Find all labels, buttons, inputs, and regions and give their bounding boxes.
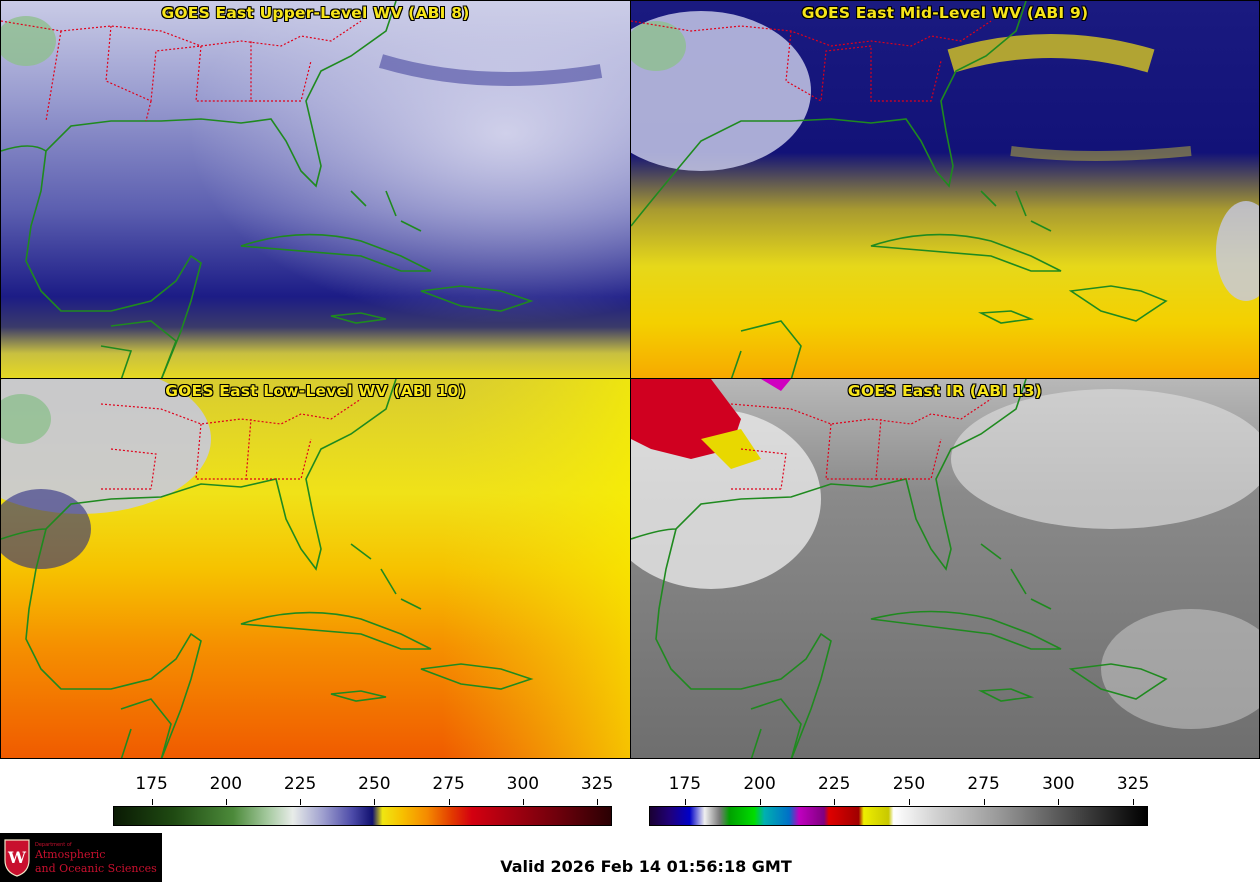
logo-department: Department of xyxy=(35,842,72,848)
ir-colorbar xyxy=(649,806,1148,826)
logo-line-1: Atmospheric xyxy=(35,848,106,861)
panel-ir: GOES East IR (ABI 13) xyxy=(630,378,1260,759)
colorbar-tick-label: 325 xyxy=(580,774,614,794)
wv-colorbar-ticks: 175 200 225 250 275 300 325 xyxy=(113,774,614,805)
panel-mid-level-wv: GOES East Mid-Level WV (ABI 9) xyxy=(630,0,1260,379)
colorbar-tick-mark xyxy=(300,799,302,805)
aos-logo: W Department of Atmospheric and Oceanic … xyxy=(0,833,162,882)
colorbar-tick-label: 200 xyxy=(209,774,243,794)
colorbar-tick-label: 275 xyxy=(967,774,1000,794)
colorbar-tick-label: 300 xyxy=(1042,774,1075,794)
coastline xyxy=(1,1,534,378)
coastline xyxy=(1,379,534,758)
colorbar-tick-mark xyxy=(374,799,376,805)
mid-level-wv-image xyxy=(631,1,1259,378)
state-borders xyxy=(100,398,362,490)
colorbar-tick-label: 175 xyxy=(135,774,168,794)
panel-title: GOES East Upper-Level WV (ABI 8) xyxy=(161,4,470,22)
valid-time: Valid 2026 Feb 14 01:56:18 GMT xyxy=(500,857,792,876)
ir-colorbar-ticks: 175 200 225 250 275 300 325 xyxy=(649,774,1150,805)
panel-title: GOES East Mid-Level WV (ABI 9) xyxy=(801,4,1089,22)
panel-title: GOES East Low-Level WV (ABI 10) xyxy=(165,382,466,400)
colorbar-tick-label: 275 xyxy=(432,774,465,794)
colorbar-tick-mark xyxy=(1133,799,1135,805)
ir-image xyxy=(631,379,1259,758)
colorbar-tick-mark xyxy=(1058,799,1060,805)
panel-low-level-wv: GOES East Low-Level WV (ABI 10) xyxy=(0,378,631,759)
colorbar-tick-mark xyxy=(759,799,761,805)
colorbar-tick-mark xyxy=(983,799,985,805)
wv-colorbar xyxy=(113,806,612,826)
panel-title: GOES East IR (ABI 13) xyxy=(847,382,1043,400)
logo-line-2: and Oceanic Sciences xyxy=(35,862,157,875)
colorbar-tick-mark xyxy=(684,799,686,805)
colorbar-tick-mark xyxy=(522,799,524,805)
state-borders xyxy=(631,20,992,102)
colorbar-tick-mark xyxy=(225,799,227,805)
colorbar-tick-label: 225 xyxy=(818,774,851,794)
coastline xyxy=(631,1,1168,378)
panel-upper-level-wv: GOES East Upper-Level WV (ABI 8) xyxy=(0,0,631,379)
upper-level-wv-image xyxy=(1,1,630,378)
colorbar-tick-label: 250 xyxy=(892,774,926,794)
svg-text:W: W xyxy=(7,848,27,867)
colorbar-tick-mark xyxy=(151,799,153,805)
colorbar-tick-mark xyxy=(448,799,450,805)
uw-crest-icon: W xyxy=(4,839,30,877)
colorbar-tick-label: 200 xyxy=(743,774,776,794)
colorbar-tick-label: 325 xyxy=(1116,774,1150,794)
colorbar-tick-mark xyxy=(597,799,599,805)
colorbar-tick-mark xyxy=(834,799,836,805)
colorbar-tick-mark xyxy=(908,799,910,805)
state-borders xyxy=(730,398,992,490)
low-level-wv-image xyxy=(1,379,630,758)
colorbar-tick-label: 250 xyxy=(358,774,391,794)
coastline xyxy=(631,379,1168,758)
colorbar-tick-label: 225 xyxy=(283,774,317,794)
colorbar-tick-label: 300 xyxy=(506,774,540,794)
state-borders xyxy=(1,20,362,122)
colorbar-tick-label: 175 xyxy=(668,774,702,794)
